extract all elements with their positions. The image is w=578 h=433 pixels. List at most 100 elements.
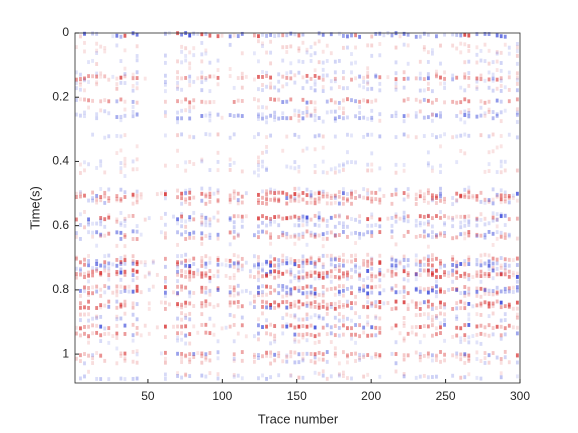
seismic-cell: [346, 360, 349, 365]
seismic-cell: [483, 351, 487, 355]
seismic-cell: [139, 192, 143, 197]
seismic-cell: [495, 194, 499, 199]
seismic-cell: [333, 76, 337, 81]
seismic-cell: [91, 269, 95, 274]
seismic-cell: [313, 106, 317, 111]
seismic-cell: [139, 290, 143, 295]
seismic-cell: [487, 198, 491, 203]
x-axis-title: Trace number: [258, 411, 339, 426]
seismic-cell: [503, 289, 507, 294]
seismic-cell: [301, 110, 305, 115]
seismic-cell: [135, 317, 139, 322]
seismic-cell: [374, 274, 378, 279]
seismic-cell: [131, 194, 135, 199]
seismic-cell: [431, 48, 434, 53]
seismic-cell: [305, 312, 309, 317]
seismic-cell: [455, 301, 459, 306]
seismic-cell: [164, 222, 167, 227]
seismic-cell: [354, 217, 357, 222]
seismic-cell: [354, 269, 357, 274]
seismic-cell: [463, 306, 467, 311]
seismic-cell: [487, 169, 491, 174]
seismic-cell: [402, 42, 406, 47]
seismic-cell: [232, 293, 236, 298]
seismic-cell: [103, 326, 107, 331]
seismic-cell: [180, 331, 184, 336]
seismic-cell: [515, 353, 519, 358]
seismic-cell: [79, 359, 82, 364]
seismic-cell: [337, 163, 341, 168]
seismic-cell: [277, 283, 281, 288]
seismic-cell: [289, 165, 293, 170]
seismic-cell: [439, 289, 442, 294]
seismic-cell: [439, 287, 442, 292]
seismic-cell: [99, 333, 103, 338]
seismic-cell: [281, 58, 285, 63]
seismic-cell: [83, 160, 86, 165]
seismic-cell: [358, 231, 362, 236]
seismic-cell: [127, 289, 131, 294]
seismic-cell: [115, 257, 119, 262]
seismic-cell: [273, 191, 277, 196]
seismic-cell: [269, 61, 273, 66]
seismic-cell: [370, 355, 374, 360]
seismic-cell: [366, 333, 370, 338]
seismic-cell: [309, 58, 313, 63]
seismic-cell: [313, 304, 317, 309]
seismic-cell: [487, 77, 491, 82]
seismic-cell: [188, 264, 192, 269]
seismic-cell: [515, 331, 519, 336]
seismic-cell: [422, 287, 426, 292]
seismic-cell: [483, 232, 487, 237]
seismic-cell: [358, 352, 362, 357]
seismic-cell: [309, 323, 313, 328]
seismic-cell: [346, 270, 349, 275]
seismic-cell: [289, 257, 293, 262]
seismic-cell: [135, 100, 139, 105]
seismic-cell: [200, 274, 204, 279]
seismic-cell: [414, 234, 418, 239]
seismic-cell: [503, 304, 507, 309]
seismic-cell: [515, 168, 519, 173]
seismic-cell: [333, 195, 337, 200]
seismic-cell: [236, 291, 240, 296]
seismic-cell: [99, 195, 103, 199]
seismic-cell: [483, 235, 487, 240]
seismic-cell: [475, 293, 479, 298]
seismic-cell: [293, 113, 297, 118]
seismic-cell: [277, 190, 281, 195]
seismic-cell: [297, 352, 301, 357]
seismic-cell: [362, 330, 366, 335]
seismic-cell: [414, 114, 418, 119]
seismic-cell: [107, 77, 111, 82]
seismic-cell: [127, 214, 131, 219]
seismic-cell: [431, 263, 434, 268]
seismic-cell: [309, 112, 313, 117]
seismic-cell: [196, 32, 200, 36]
seismic-cell: [439, 305, 442, 310]
seismic-cell: [297, 288, 301, 293]
seismic-cell: [515, 42, 519, 46]
seismic-cell: [216, 75, 220, 80]
seismic-cell: [297, 285, 301, 290]
seismic-cell: [115, 243, 119, 248]
seismic-cell: [471, 193, 475, 198]
seismic-cell: [362, 262, 366, 267]
seismic-cell: [277, 97, 281, 102]
seismic-cell: [236, 201, 240, 206]
seismic-cell: [216, 356, 220, 361]
seismic-cell: [131, 289, 135, 294]
seismic-cell: [204, 32, 208, 36]
seismic-cell: [301, 302, 305, 307]
seismic-cell: [439, 311, 442, 316]
seismic-cell: [313, 147, 317, 152]
seismic-cell: [216, 257, 220, 262]
seismic-cell: [131, 261, 135, 266]
seismic-cell: [414, 332, 418, 337]
seismic-cell: [495, 217, 499, 222]
seismic-cell: [342, 70, 345, 74]
seismic-cell: [459, 214, 463, 219]
seismic-cell: [475, 79, 479, 84]
seismic-cell: [309, 352, 313, 356]
seismic-cell: [293, 232, 297, 237]
